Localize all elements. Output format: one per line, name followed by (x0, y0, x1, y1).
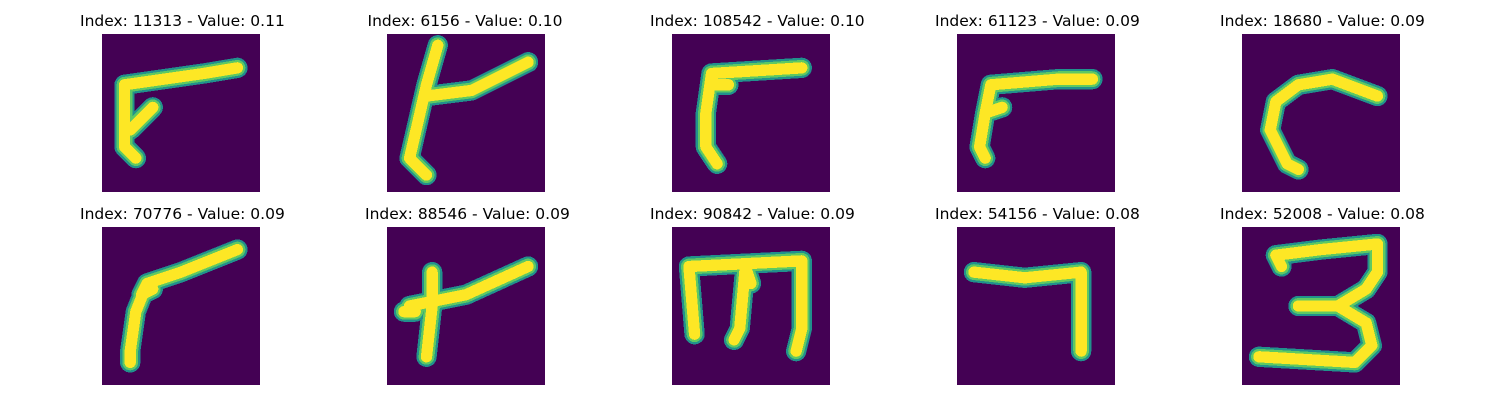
digit-panel: Index: 108542 - Value: 0.10 (650, 12, 865, 197)
digit-image (957, 34, 1115, 192)
digit-image (672, 227, 830, 385)
digit-image (387, 227, 545, 385)
panel-title: Index: 70776 - Value: 0.09 (80, 205, 285, 223)
digit-panel: Index: 88546 - Value: 0.09 (365, 205, 570, 390)
digit-panel: Index: 18680 - Value: 0.09 (1220, 12, 1425, 197)
digit-panel: Index: 70776 - Value: 0.09 (80, 205, 285, 390)
panel-title: Index: 54156 - Value: 0.08 (935, 205, 1140, 223)
digit-image (672, 34, 830, 192)
digit-image (387, 34, 545, 192)
panel-title: Index: 11313 - Value: 0.11 (80, 12, 285, 30)
panel-title: Index: 88546 - Value: 0.09 (365, 205, 570, 223)
digit-image (1242, 227, 1400, 385)
panel-title: Index: 18680 - Value: 0.09 (1220, 12, 1425, 30)
digit-panel: Index: 11313 - Value: 0.11 (80, 12, 285, 197)
panel-title: Index: 6156 - Value: 0.10 (367, 12, 563, 30)
panel-title: Index: 108542 - Value: 0.10 (650, 12, 865, 30)
digit-panel: Index: 61123 - Value: 0.09 (935, 12, 1140, 197)
digit-panel: Index: 6156 - Value: 0.10 (365, 12, 565, 197)
digit-image (1242, 34, 1400, 192)
panel-title: Index: 61123 - Value: 0.09 (935, 12, 1140, 30)
digit-image (957, 227, 1115, 385)
panel-title: Index: 90842 - Value: 0.09 (650, 205, 855, 223)
panel-title: Index: 52008 - Value: 0.08 (1220, 205, 1425, 223)
digit-panel: Index: 54156 - Value: 0.08 (935, 205, 1140, 390)
digit-image (102, 227, 260, 385)
digit-panel: Index: 52008 - Value: 0.08 (1220, 205, 1425, 390)
digit-image (102, 34, 260, 192)
digit-panel: Index: 90842 - Value: 0.09 (650, 205, 855, 390)
